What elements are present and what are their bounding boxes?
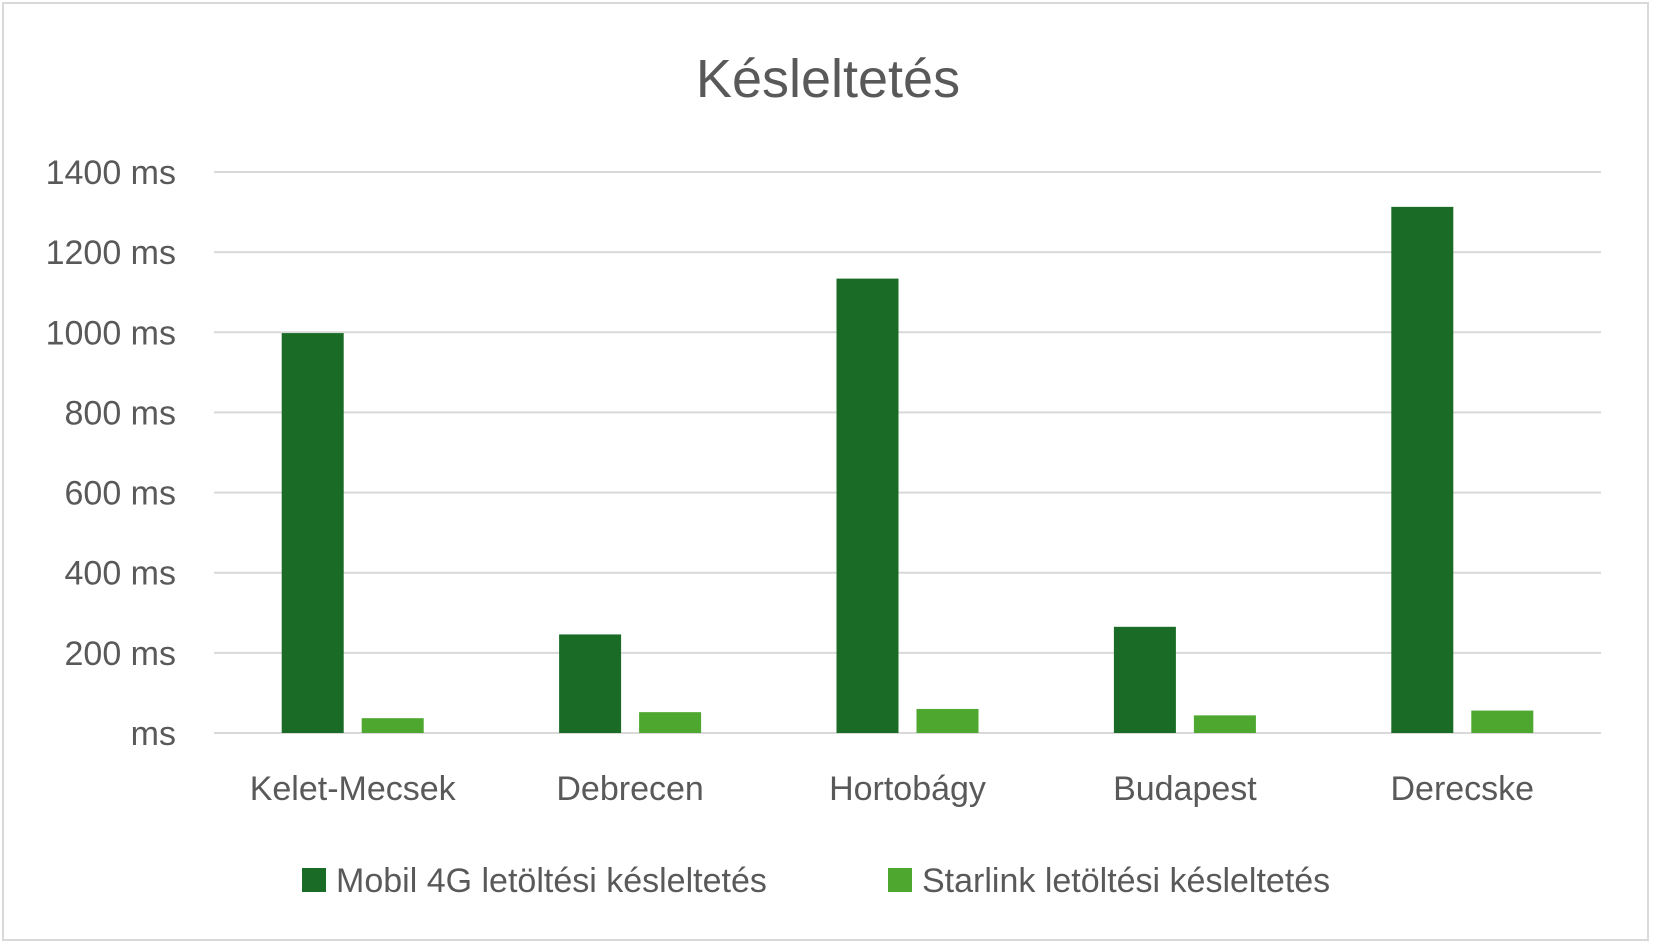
x-category-label: Budapest [1113, 770, 1257, 808]
x-category-label: Kelet-Mecsek [250, 770, 457, 808]
chart-title: Késleltetés [696, 49, 960, 109]
x-axis-category-labels: Kelet-Mecsek Debrecen Hortobágy Budapest Der… [250, 770, 1534, 808]
y-axis-tick-labels: ms 200 ms 400 ms 600 ms 800 ms 1000 ms 1200 ms… [46, 154, 176, 753]
y-tick-label: 400 ms [65, 555, 177, 593]
y-tick-label: ms [131, 715, 176, 753]
bar-starlink-budapest [1193, 715, 1256, 733]
y-tick-label: 1000 ms [46, 314, 176, 352]
bar-starlink-kelet-mecsek [361, 718, 424, 733]
bar-starlink-debrecen [639, 712, 702, 733]
chart-canvas: Késleltetés ms 200 ms 400 ms 600 ms 800 ms 10… [46, 49, 1601, 900]
bar-mobil-4g-budapest [1113, 626, 1176, 733]
x-category-label: Derecske [1390, 770, 1534, 808]
bar-mobil-4g-hortob-gy [836, 278, 899, 733]
bars [281, 206, 1534, 734]
bar-mobil-4g-debrecen [559, 634, 622, 733]
legend-label: Starlink letöltési késleltetés [922, 862, 1330, 900]
bar-mobil-4g-kelet-mecsek [281, 333, 344, 733]
bar-mobil-4g-derecske [1391, 206, 1454, 734]
y-tick-label: 800 ms [65, 394, 177, 432]
y-tick-label: 200 ms [65, 635, 177, 673]
legend-label: Mobil 4G letöltési késleltetés [336, 862, 767, 900]
y-tick-label: 1200 ms [46, 234, 176, 272]
x-category-label: Hortobágy [829, 770, 986, 808]
x-category-label: Debrecen [556, 770, 703, 808]
bar-starlink-derecske [1471, 710, 1534, 733]
legend: Mobil 4G letöltési késleltetés Starlink l… [302, 862, 1330, 900]
bar-starlink-hortob-gy [916, 708, 979, 733]
y-tick-label: 1400 ms [46, 154, 176, 192]
legend-swatch [302, 868, 326, 892]
gridlines [214, 171, 1601, 734]
y-tick-label: 600 ms [65, 475, 177, 513]
legend-swatch [888, 868, 912, 892]
